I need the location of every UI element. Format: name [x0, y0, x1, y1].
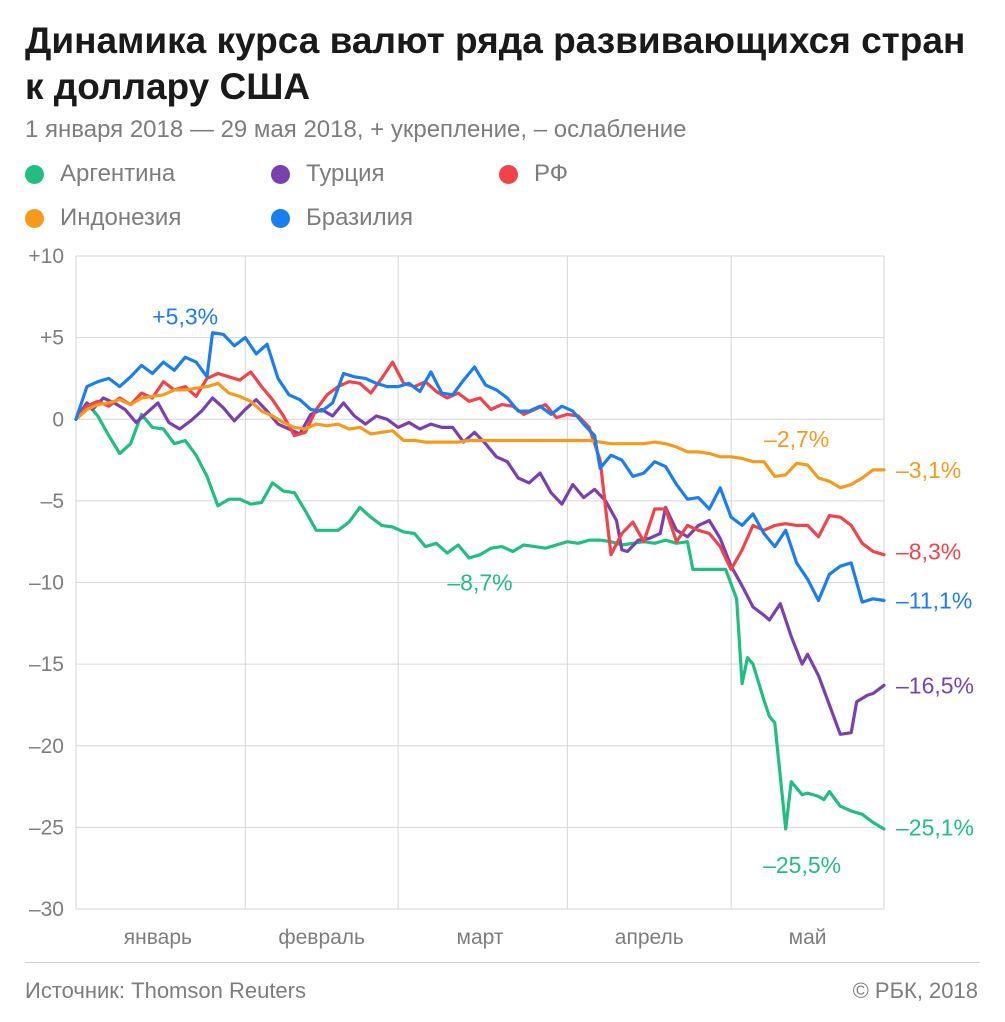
copyright-note: © РБК, 2018: [852, 978, 978, 1003]
x-tick-label: февраль: [278, 926, 365, 949]
legend-item-turkey: Турция: [271, 160, 385, 188]
y-tick-label: –5: [41, 490, 64, 513]
data-label: –3,1%: [896, 457, 961, 483]
legend-item-russia: РФ: [499, 160, 568, 188]
legend-label: Аргентина: [60, 160, 176, 187]
data-label: –8,7%: [447, 570, 512, 596]
data-label: –25,5%: [763, 852, 841, 878]
legend: Аргентина Турция РФ Индонезия Бразилия: [25, 160, 725, 250]
y-tick-label: –20: [29, 735, 64, 758]
chart-title: Динамика курса валют ряда развивающихся …: [25, 20, 966, 107]
legend-item-argentina: Аргентина: [25, 160, 175, 188]
series-line: [74, 401, 886, 831]
y-tick-label: –30: [29, 898, 64, 921]
y-tick-label: +10: [28, 245, 64, 268]
x-tick-label: январь: [124, 926, 192, 949]
source-note: Источник: Thomson Reuters: [25, 978, 306, 1003]
y-tick-label: –15: [29, 653, 64, 676]
x-tick-label: май: [789, 926, 827, 949]
legend-label: РФ: [534, 160, 568, 187]
data-label: –11,1%: [896, 587, 972, 613]
chart-subtitle: 1 января 2018 — 29 мая 2018, + укреплени…: [25, 116, 687, 143]
y-tick-label: 0: [52, 408, 64, 431]
data-label: +5,3%: [152, 303, 218, 329]
series-line: [74, 331, 886, 604]
data-label: –2,7%: [764, 426, 829, 452]
data-label: –16,5%: [896, 672, 974, 698]
series-line: [74, 360, 886, 572]
legend-item-indonesia: Индонезия: [25, 204, 181, 232]
circle-marker-icon: [25, 164, 44, 184]
y-tick-label: –25: [29, 816, 64, 839]
circle-marker-icon: [499, 164, 518, 184]
circle-marker-icon: [271, 208, 290, 228]
y-tick-label: –10: [29, 572, 64, 595]
circle-marker-icon: [25, 208, 44, 228]
circle-marker-icon: [271, 164, 290, 184]
y-tick-label: +5: [40, 327, 64, 350]
x-tick-label: март: [457, 926, 504, 949]
legend-label: Индонезия: [60, 204, 182, 231]
data-label: –8,3%: [896, 538, 961, 564]
legend-label: Бразилия: [306, 204, 413, 231]
series-line: [74, 396, 886, 736]
x-tick-label: апрель: [615, 926, 684, 949]
footer-divider: [25, 962, 980, 963]
legend-label: Турция: [306, 160, 385, 187]
data-label: –25,1%: [896, 814, 974, 840]
legend-item-brazil: Бразилия: [271, 204, 413, 232]
series-line: [74, 381, 886, 490]
